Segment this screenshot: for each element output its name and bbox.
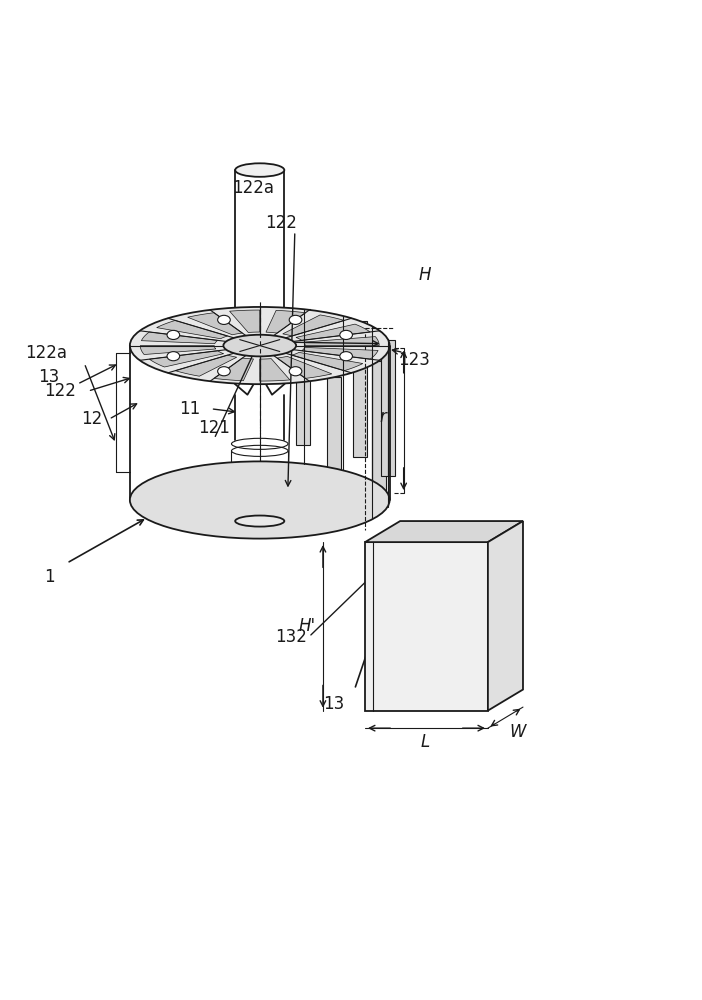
Ellipse shape [130,307,390,384]
Text: 122a: 122a [232,179,274,197]
Polygon shape [296,324,370,340]
Polygon shape [365,542,488,711]
Ellipse shape [218,315,230,324]
Polygon shape [365,521,523,542]
Text: r: r [379,408,386,426]
Ellipse shape [340,330,352,339]
Polygon shape [327,377,341,513]
Polygon shape [277,356,332,378]
Polygon shape [260,359,290,381]
Polygon shape [353,321,367,457]
Polygon shape [372,361,386,497]
Text: 132: 132 [275,628,307,646]
Polygon shape [187,313,242,335]
Polygon shape [214,358,253,381]
Text: 121: 121 [198,419,230,437]
Ellipse shape [235,163,284,177]
Polygon shape [140,346,216,355]
Polygon shape [230,310,260,332]
Ellipse shape [235,516,284,527]
Polygon shape [296,309,310,445]
Text: 122: 122 [44,382,76,400]
Ellipse shape [130,461,390,539]
Polygon shape [488,521,523,711]
Text: H': H' [299,617,316,635]
Polygon shape [176,355,237,376]
Ellipse shape [167,330,180,339]
Ellipse shape [167,352,180,361]
Text: W: W [509,723,526,741]
Text: 122: 122 [265,214,297,232]
Text: 1: 1 [44,568,55,586]
Polygon shape [302,347,378,359]
Polygon shape [283,315,344,336]
Text: 131: 131 [472,533,504,551]
Text: 123: 123 [398,351,430,369]
Ellipse shape [289,367,302,376]
Text: 133: 133 [479,656,511,674]
Text: L: L [420,733,430,751]
Ellipse shape [218,367,230,376]
Polygon shape [266,310,305,333]
Text: 11: 11 [179,400,200,418]
Ellipse shape [340,352,352,361]
Polygon shape [381,340,395,476]
Text: 13: 13 [323,695,344,713]
Polygon shape [141,332,218,344]
Text: 13: 13 [39,368,60,386]
Text: 122a: 122a [25,344,67,362]
Polygon shape [157,320,227,339]
Text: 12: 12 [81,410,102,428]
Polygon shape [292,352,363,371]
Ellipse shape [223,335,296,356]
Ellipse shape [289,315,302,324]
Text: H: H [418,266,431,284]
Text: 131: 131 [423,691,455,709]
Polygon shape [150,351,223,367]
Polygon shape [304,337,379,346]
